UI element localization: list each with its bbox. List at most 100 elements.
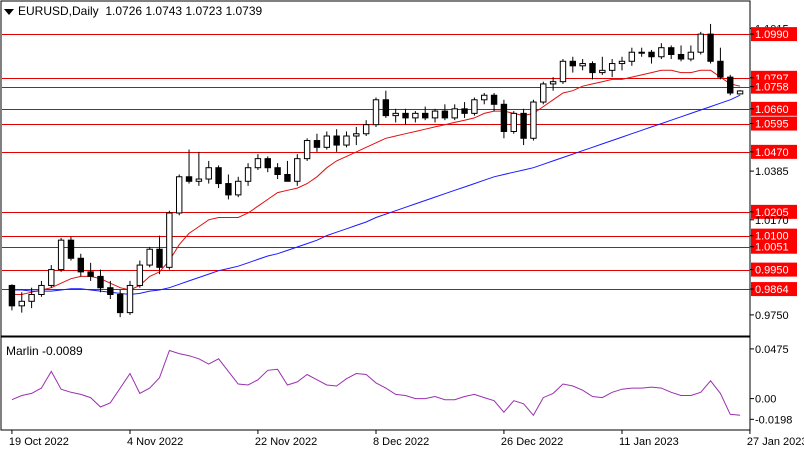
level-label-bg — [751, 79, 797, 94]
y-tick-label: 1.0990 — [755, 29, 789, 41]
y-tick-label: 0.9750 — [755, 310, 789, 322]
osc-tick-label: 0.00 — [755, 394, 776, 406]
level-label-bg — [751, 239, 797, 254]
candle-body — [294, 158, 301, 182]
candle-body — [421, 112, 429, 119]
level-label-bg — [751, 262, 797, 277]
candle-body — [549, 81, 557, 85]
x-tick-label: 19 Oct 2022 — [9, 436, 69, 448]
chart-header: EURUSD,Daily 1.0726 1.0743 1.0723 1.0739 — [4, 4, 262, 18]
candle-body — [362, 124, 370, 135]
dropdown-triangle-icon[interactable] — [4, 8, 14, 15]
ma-slow-line — [11, 94, 741, 296]
candle-body — [481, 94, 488, 101]
candle-body — [205, 167, 212, 180]
candle-body — [490, 94, 498, 105]
candle-body — [530, 101, 537, 139]
candle-body — [471, 99, 478, 114]
y-tick-label: 1.0660 — [755, 104, 789, 116]
candle-body — [333, 135, 340, 146]
candle-body — [28, 294, 35, 302]
candle-body — [353, 133, 360, 137]
candle-body — [116, 294, 124, 314]
level-label-bg — [751, 116, 797, 131]
candle-body — [18, 300, 25, 307]
oscillator-line — [11, 349, 741, 417]
candle-body — [146, 248, 153, 266]
y-tick-label: 0.9950 — [755, 265, 789, 277]
x-tick-label: 4 Nov 2022 — [127, 436, 183, 448]
candle-body — [136, 264, 144, 286]
candle-body — [510, 112, 517, 132]
candle-body — [97, 275, 104, 289]
y-tick-label: 1.0100 — [755, 231, 789, 243]
candle-body — [126, 284, 134, 314]
candle-body — [648, 51, 655, 58]
symbol-label: EURUSD,Daily — [18, 4, 99, 18]
y-tick-label: 1.0385 — [755, 166, 789, 178]
candle-body — [707, 33, 714, 62]
candle-body — [77, 257, 85, 273]
candle-body — [38, 284, 45, 296]
candle-body — [215, 167, 222, 185]
osc-tick-label: -0.0198 — [755, 414, 792, 426]
candle-body — [608, 63, 616, 71]
candle-body — [628, 51, 636, 62]
candle-body — [441, 110, 449, 119]
x-tick-label: 26 Dec 2022 — [501, 436, 563, 448]
candle-body — [57, 239, 65, 271]
candle-body — [667, 47, 675, 55]
candle-body — [382, 99, 390, 117]
main-pane-frame — [0, 0, 751, 337]
candle-body — [520, 112, 527, 139]
candle-body — [402, 112, 409, 119]
candle-body — [185, 176, 193, 182]
candle-body — [225, 183, 232, 196]
level-label-bg — [751, 228, 797, 243]
candle-body — [727, 76, 734, 94]
ohlc-label: 1.0726 1.0743 1.0723 1.0739 — [105, 4, 263, 18]
candle-body — [677, 53, 685, 60]
oscillator-pane-frame — [0, 336, 751, 431]
y-tick-label: 0.9864 — [755, 284, 789, 296]
candle-body — [412, 112, 419, 119]
candle-body — [687, 51, 695, 60]
ma-fast-line — [11, 69, 741, 295]
y-tick-label: 1.0470 — [755, 147, 789, 159]
candle-body — [451, 108, 458, 119]
x-tick-label: 22 Nov 2022 — [255, 436, 317, 448]
candle-body — [8, 284, 16, 307]
candle-body — [736, 90, 744, 95]
candle-body — [48, 269, 55, 286]
candle-body — [254, 158, 262, 169]
candle-body — [156, 248, 163, 268]
candle-body — [431, 110, 439, 119]
candle-body — [599, 69, 606, 74]
level-label-bg — [751, 144, 797, 159]
level-label-bg — [751, 27, 797, 42]
level-label-bg — [751, 204, 797, 219]
candle-body — [303, 140, 311, 160]
y-tick-label: 1.0758 — [755, 82, 789, 94]
candle-body — [284, 174, 291, 182]
x-tick-label: 8 Dec 2022 — [373, 436, 429, 448]
candle-body — [343, 135, 350, 146]
candle-body — [540, 83, 547, 103]
candle-body — [67, 239, 75, 259]
candle-body — [175, 176, 183, 214]
candle-body — [244, 167, 252, 182]
candle-body — [87, 271, 94, 277]
candle-body — [392, 112, 399, 117]
candle-body — [589, 63, 596, 74]
candle-body — [323, 135, 331, 148]
candle-body — [372, 99, 380, 126]
x-tick-label: 27 Jan 2023 — [747, 436, 804, 448]
candle-body — [235, 180, 242, 196]
candle-body — [638, 51, 645, 54]
y-tick-label: 1.0170 — [755, 215, 789, 227]
candle-body — [461, 108, 468, 114]
candle-body — [569, 60, 577, 67]
candle-body — [166, 212, 173, 268]
